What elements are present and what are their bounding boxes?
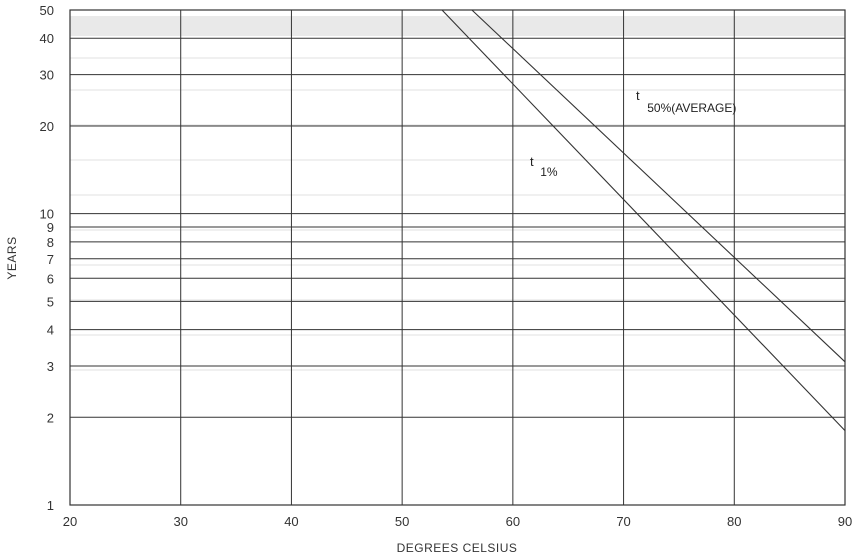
x-tick-label-50: 50 — [395, 514, 409, 529]
y-tick-label-50: 50 — [40, 3, 54, 18]
y-tick-label-4: 4 — [47, 323, 54, 338]
x-gridlines — [180, 10, 735, 505]
y-tick-label-2: 2 — [47, 410, 54, 425]
y-tick-label-20: 20 — [40, 119, 54, 134]
background-watermark — [70, 16, 845, 371]
x-axis-title: DEGREES CELSIUS — [397, 541, 518, 555]
y-axis-title: YEARS — [5, 236, 19, 279]
x-tick-labels: 20 30 40 50 60 70 80 90 — [63, 514, 852, 529]
y-tick-label-40: 40 — [40, 31, 54, 46]
y-tick-label-6: 6 — [47, 271, 54, 286]
svg-text:t 50%(AVERAGE): t 50%(AVERAGE) — [636, 88, 736, 115]
y-gridlines — [70, 37, 845, 418]
series-label-t1: t 1% — [530, 154, 558, 179]
series-lines — [441, 9, 846, 431]
y-tick-label-8: 8 — [47, 235, 54, 250]
x-tick-label-90: 90 — [838, 514, 852, 529]
x-tick-label-70: 70 — [616, 514, 630, 529]
y-tick-label-1: 1 — [47, 498, 54, 513]
series-label-t1-sub: 1% — [540, 165, 558, 179]
series-label-t50-main: t — [636, 88, 640, 103]
series-label-t50-sub: 50%(AVERAGE) — [647, 101, 736, 115]
svg-text:t 1%: t 1% — [530, 154, 558, 179]
x-tick-label-80: 80 — [727, 514, 741, 529]
y-tick-label-9: 9 — [47, 220, 54, 235]
y-tick-label-30: 30 — [40, 68, 54, 83]
x-tick-label-60: 60 — [506, 514, 520, 529]
y-tick-label-5: 5 — [47, 294, 54, 309]
x-tick-label-30: 30 — [173, 514, 187, 529]
x-tick-label-20: 20 — [63, 514, 77, 529]
series-label-t50: t 50%(AVERAGE) — [636, 88, 736, 115]
y-tick-label-10: 10 — [40, 207, 54, 222]
series-line-t50 — [441, 9, 846, 431]
y-tick-label-3: 3 — [47, 359, 54, 374]
series-label-t1-main: t — [530, 154, 534, 169]
plot-frame — [69, 9, 846, 506]
y-tick-label-7: 7 — [47, 252, 54, 267]
x-tick-label-40: 40 — [284, 514, 298, 529]
series-line-t1 — [471, 9, 846, 363]
